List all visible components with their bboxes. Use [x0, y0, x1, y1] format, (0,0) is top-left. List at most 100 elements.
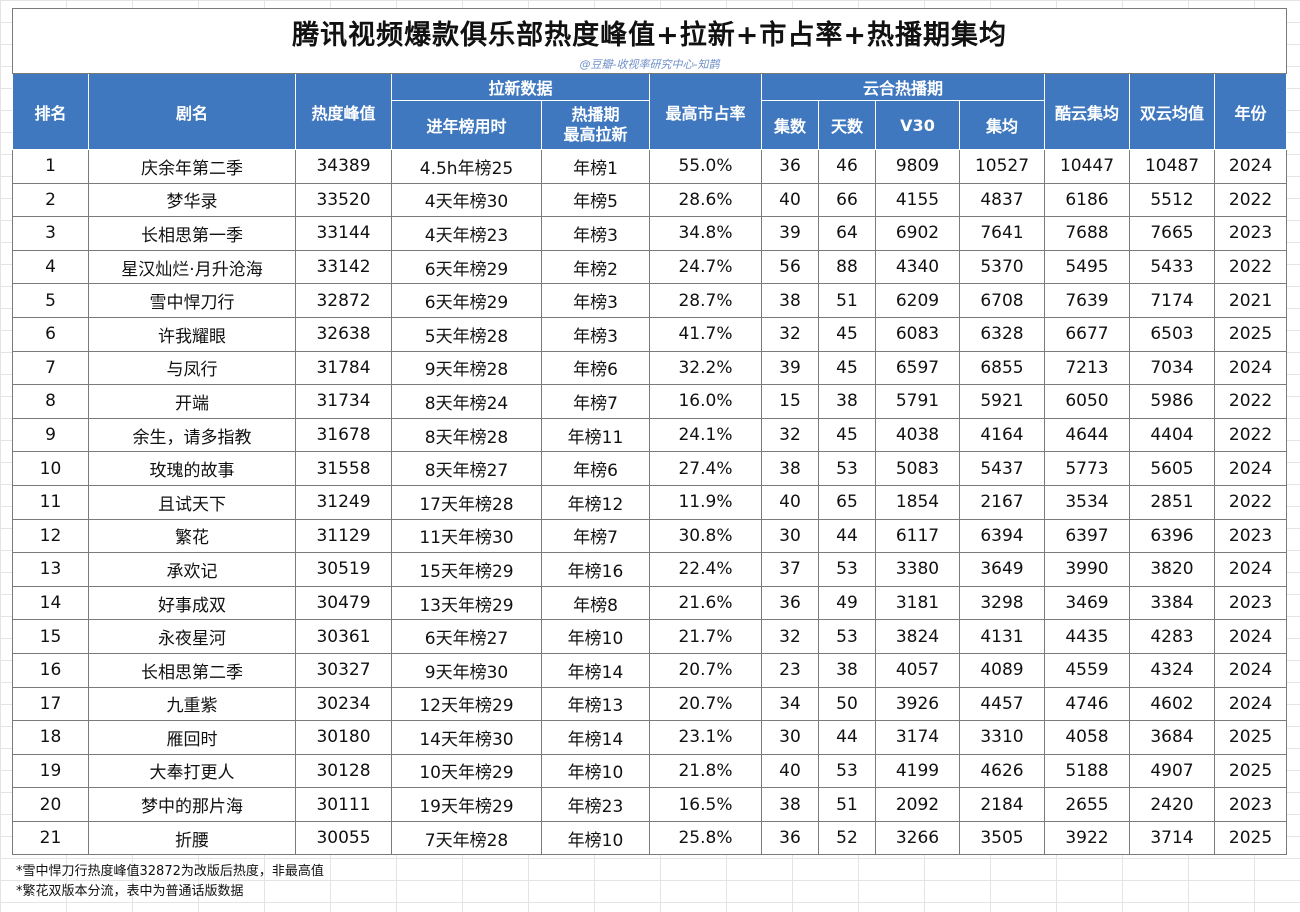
table-cell: 2022 [1213, 182, 1288, 218]
table-cell: 5188 [1044, 753, 1130, 789]
table-cell: 6186 [1044, 182, 1130, 218]
table-row: 10 玫瑰的故事 31558 8天年榜27 年榜6 27.4% 38 53 5083 5437 57… [12, 451, 1288, 486]
table-cell: 3926 [875, 686, 960, 722]
table-cell: 4559 [1044, 652, 1130, 688]
table-cell: 28.7% [649, 283, 762, 318]
table-cell: 2025 [1213, 820, 1288, 856]
table-cell: 7034 [1129, 350, 1215, 386]
table-row: 7 与凤行 31784 9天年榜28 年榜6 32.2% 39 45 6597 6855 7213 7… [12, 350, 1288, 386]
table-cell: 梦华录 [88, 182, 296, 218]
header-rank: 排名 [12, 73, 89, 150]
table-row: 19 大奉打更人 30128 10天年榜29 年榜10 21.8% 40 53 4199 4626… [12, 753, 1288, 789]
table-cell: 21 [12, 820, 89, 856]
header-max-new-line1: 热播期 [571, 105, 620, 124]
table-cell: 10 [12, 451, 89, 486]
table-row: 14 好事成双 30479 13天年榜29 年榜8 21.6% 36 49 3181 3298 34… [12, 585, 1288, 621]
table-cell: 7174 [1129, 283, 1215, 318]
table-cell: 年榜10 [541, 820, 650, 856]
table-cell: 4644 [1044, 417, 1130, 453]
footnote-2: *繁花双版本分流，表中为普通话版数据 [16, 884, 244, 899]
table-row: 5 雪中悍刀行 32872 6天年榜29 年榜3 28.7% 38 51 6209 6708 763… [12, 283, 1288, 318]
table-cell: 56 [761, 249, 819, 285]
header-yunhe-group: 云合热播期 [761, 73, 1045, 101]
table-cell: 与凤行 [88, 350, 296, 386]
table-cell: 51 [818, 283, 876, 318]
table-title: 腾讯视频爆款俱乐部热度峰值+拉新+市占率+热播期集均 [11, 8, 1288, 55]
table-cell: 32638 [295, 316, 392, 352]
table-cell: 2023 [1213, 518, 1288, 554]
table-cell: 2023 [1213, 216, 1288, 251]
table-cell: 30234 [295, 686, 392, 722]
table-cell: 7天年榜28 [391, 820, 542, 856]
table-cell: 年榜13 [541, 686, 650, 722]
table-cell: 3181 [875, 585, 960, 621]
table-cell: 15天年榜29 [391, 552, 542, 587]
table-cell: 梦中的那片海 [88, 787, 296, 822]
table-cell: 32 [761, 316, 819, 352]
table-cell: 32872 [295, 283, 392, 318]
table-cell: 2022 [1213, 384, 1288, 419]
table-cell: 7641 [959, 216, 1045, 251]
table-row: 18 雁回时 30180 14天年榜30 年榜14 23.1% 30 44 3174 3310 40… [12, 720, 1288, 755]
table-cell: 4602 [1129, 686, 1215, 722]
header-max-share: 最高市占率 [649, 73, 762, 150]
table-cell: 年榜23 [541, 787, 650, 822]
table-cell: 3922 [1044, 820, 1130, 856]
table-cell: 大奉打更人 [88, 753, 296, 789]
table-row: 8 开端 31734 8天年榜24 年榜7 16.0% 15 38 5791 5921 6050 59… [12, 384, 1288, 419]
table-cell: 2025 [1213, 316, 1288, 352]
table-cell: 24.1% [649, 417, 762, 453]
table-cell: 雁回时 [88, 720, 296, 755]
header-kuyun-avg: 酷云集均 [1044, 73, 1130, 150]
table-cell: 4837 [959, 182, 1045, 218]
table-cell: 22.4% [649, 552, 762, 587]
table-cell: 年榜12 [541, 484, 650, 520]
table-cell: 13 [12, 552, 89, 587]
table-cell: 15 [761, 384, 819, 419]
table-cell: 8天年榜28 [391, 417, 542, 453]
header-heat-peak: 热度峰值 [295, 73, 392, 150]
table-cell: 34389 [295, 149, 392, 184]
table-cell: 44 [818, 518, 876, 554]
table-cell: 6503 [1129, 316, 1215, 352]
header-dual-avg: 双云均值 [1129, 73, 1215, 150]
table-cell: 开端 [88, 384, 296, 419]
table-cell: 41.7% [649, 316, 762, 352]
table-cell: 九重紫 [88, 686, 296, 722]
table-cell: 45 [818, 316, 876, 352]
table-cell: 3649 [959, 552, 1045, 587]
table-cell: 2025 [1213, 753, 1288, 789]
table-cell: 4457 [959, 686, 1045, 722]
table-cell: 年榜6 [541, 350, 650, 386]
table-cell: 3469 [1044, 585, 1130, 621]
table-cell: 余生，请多指教 [88, 417, 296, 453]
table-cell: 36 [761, 149, 819, 184]
table-cell: 2025 [1213, 720, 1288, 755]
table-cell: 30.8% [649, 518, 762, 554]
table-cell: 28.6% [649, 182, 762, 218]
table-cell: 星汉灿烂·月升沧海 [88, 249, 296, 285]
table-cell: 6050 [1044, 384, 1130, 419]
table-cell: 2021 [1213, 283, 1288, 318]
table-cell: 2092 [875, 787, 960, 822]
table-cell: 32 [761, 417, 819, 453]
table-cell: 36 [761, 585, 819, 621]
table-cell: 繁花 [88, 518, 296, 554]
table-cell: 4089 [959, 652, 1045, 688]
table-cell: 55.0% [649, 149, 762, 184]
table-cell: 年榜14 [541, 652, 650, 688]
table-cell: 3505 [959, 820, 1045, 856]
table-cell: 33520 [295, 182, 392, 218]
table-row: 15 永夜星河 30361 6天年榜27 年榜10 21.7% 32 53 3824 4131 44… [12, 619, 1288, 654]
table-cell: 19 [12, 753, 89, 789]
table-cell: 4057 [875, 652, 960, 688]
table-row: 21 折腰 30055 7天年榜28 年榜10 25.8% 36 52 3266 3505 3922… [12, 820, 1288, 856]
table-cell: 4 [12, 249, 89, 285]
table-cell: 11 [12, 484, 89, 520]
table-cell: 38 [818, 384, 876, 419]
table-cell: 4324 [1129, 652, 1215, 688]
table-cell: 30 [761, 720, 819, 755]
table-cell: 27.4% [649, 451, 762, 486]
table-cell: 7 [12, 350, 89, 386]
table-cell: 10487 [1129, 149, 1215, 184]
